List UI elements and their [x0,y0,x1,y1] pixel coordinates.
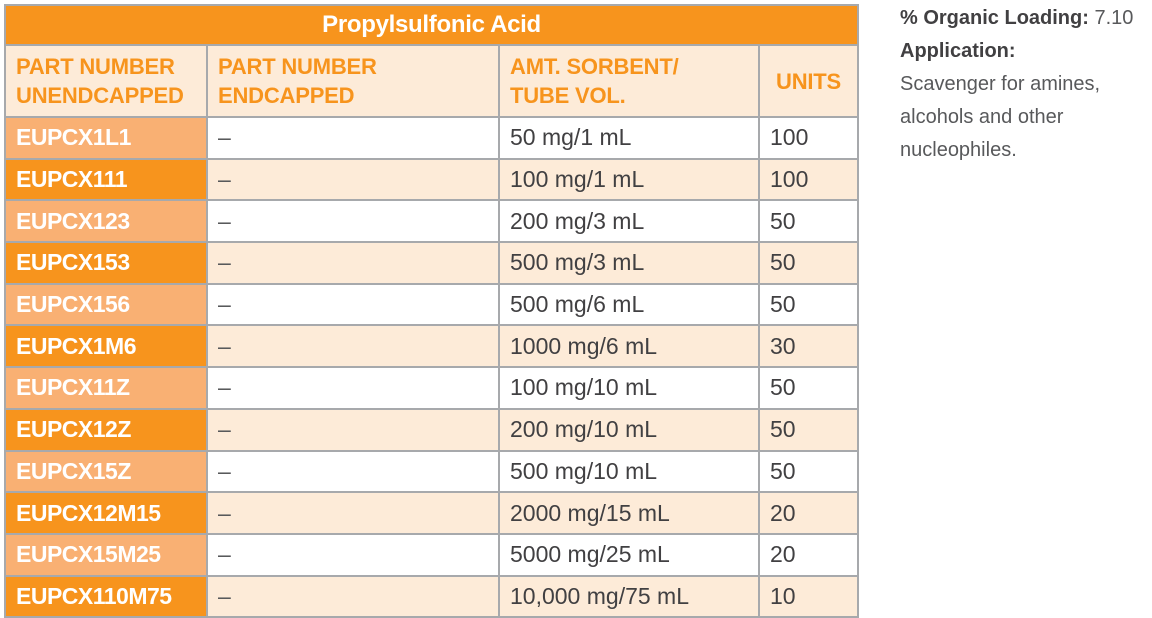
part-number-endcapped-cell: – [206,574,500,618]
amount-sorbent-cell: 500 mg/3 mL [498,241,760,285]
header-col1-line1: PART NUMBER [16,54,175,79]
table-title-row: Propylsulfonic Acid [3,4,860,46]
table-row: EUPCX11Z –100 mg/10 mL 50 [4,366,860,410]
amount-sorbent-cell: 200 mg/10 mL [498,407,760,452]
product-table: Propylsulfonic Acid PART NUMBER UNENDCAP… [3,4,860,618]
units-cell: 50 [757,407,860,452]
amount-sorbent-cell: 1000 mg/6 mL [498,324,760,369]
header-units: UNITS [757,44,860,118]
part-number-endcapped-cell: – [206,241,500,285]
units-cell: 30 [757,324,860,369]
part-number-endcapped-cell: – [206,282,500,327]
part-number-unendcapped-cell: EUPCX1M6 [4,324,208,369]
amount-sorbent-cell: 50 mg/1 mL [498,116,760,160]
part-number-unendcapped-cell: EUPCX110M75 [4,574,208,618]
header-col2-line2: ENDCAPPED [218,83,355,108]
amount-sorbent-cell: 100 mg/10 mL [498,366,760,410]
part-number-endcapped-cell: – [206,157,500,202]
amount-sorbent-cell: 100 mg/1 mL [498,157,760,202]
table-body: EUPCX1L1–50 mg/1 mL 100 EUPCX111–100 mg/1 … [4,116,860,618]
amount-sorbent-cell: 5000 mg/25 mL [498,532,760,577]
units-cell: 50 [757,199,860,244]
part-number-unendcapped-cell: EUPCX111 [4,157,208,202]
part-number-unendcapped-cell: EUPCX11Z [4,366,208,410]
part-number-unendcapped-cell: EUPCX1L1 [4,116,208,160]
part-number-endcapped-cell: – [206,449,500,494]
table-row: EUPCX1M6–1000 mg/6 mL 30 [4,324,860,369]
table-row: EUPCX15M25–5000 mg/25 mL 20 [4,532,860,577]
header-part-number-unendcapped: PART NUMBER UNENDCAPPED [4,44,208,118]
part-number-endcapped-cell: – [206,532,500,577]
part-number-unendcapped-cell: EUPCX15M25 [4,532,208,577]
header-part-number-endcapped: PART NUMBER ENDCAPPED [206,44,500,118]
amount-sorbent-cell: 10,000 mg/75 mL [498,574,760,618]
table-row: EUPCX153–500 mg/3 mL 50 [4,241,860,285]
side-panel: % Organic Loading: 7.10 Application: Sca… [900,2,1150,167]
header-col3-line2: TUBE VOL. [510,83,626,108]
table-row: EUPCX123–200 mg/3 mL 50 [4,199,860,244]
part-number-unendcapped-cell: EUPCX153 [4,241,208,285]
table-row: EUPCX110M75–10,000 mg/75 mL 10 [4,574,860,618]
organic-loading-colon: : [1082,7,1089,29]
amount-sorbent-cell: 200 mg/3 mL [498,199,760,244]
units-cell: 50 [757,449,860,494]
table-row: EUPCX12M15–2000 mg/15 mL 20 [4,491,860,535]
table-title: Propylsulfonic Acid [3,4,860,46]
part-number-endcapped-cell: – [206,324,500,369]
part-number-unendcapped-cell: EUPCX12M15 [4,491,208,535]
table-row: EUPCX156–500 mg/6 mL 50 [4,282,860,327]
organic-loading-label: % Organic Loading [900,7,1083,29]
table-row: EUPCX111–100 mg/1 mL 100 [4,157,860,202]
header-col3-line1: AMT. SORBENT/ [510,54,679,79]
part-number-unendcapped-cell: EUPCX12Z [4,407,208,452]
header-col1-line2: UNENDCAPPED [16,83,184,108]
amount-sorbent-cell: 2000 mg/15 mL [498,491,760,535]
part-number-endcapped-cell: – [206,491,500,535]
table-header-row: PART NUMBER UNENDCAPPED PART NUMBER ENDC… [4,44,860,118]
part-number-endcapped-cell: – [206,116,500,160]
units-cell: 50 [757,282,860,327]
part-number-endcapped-cell: – [206,366,500,410]
table-row: EUPCX1L1–50 mg/1 mL 100 [4,116,860,160]
units-cell: 100 [757,116,860,160]
units-cell: 50 [757,241,860,285]
application-label: Application: [900,40,1016,62]
table-row: EUPCX15Z –500 mg/10 mL 50 [4,449,860,494]
part-number-unendcapped-cell: EUPCX123 [4,199,208,244]
table-row: EUPCX12Z –200 mg/10 mL 50 [4,407,860,452]
amount-sorbent-cell: 500 mg/6 mL [498,282,760,327]
organic-loading-line: % Organic Loading: 7.10 [900,2,1150,35]
header-amount-sorbent: AMT. SORBENT/ TUBE VOL. [498,44,760,118]
units-cell: 100 [757,157,860,202]
units-cell: 50 [757,366,860,410]
part-number-unendcapped-cell: EUPCX156 [4,282,208,327]
amount-sorbent-cell: 500 mg/10 mL [498,449,760,494]
units-cell: 10 [757,574,860,618]
units-cell: 20 [757,532,860,577]
header-col2-line1: PART NUMBER [218,54,377,79]
part-number-endcapped-cell: – [206,407,500,452]
part-number-endcapped-cell: – [206,199,500,244]
application-text: Scavenger for amines, alcohols and other… [900,73,1101,161]
organic-loading-value: 7.10 [1088,7,1134,29]
units-cell: 20 [757,491,860,535]
part-number-unendcapped-cell: EUPCX15Z [4,449,208,494]
